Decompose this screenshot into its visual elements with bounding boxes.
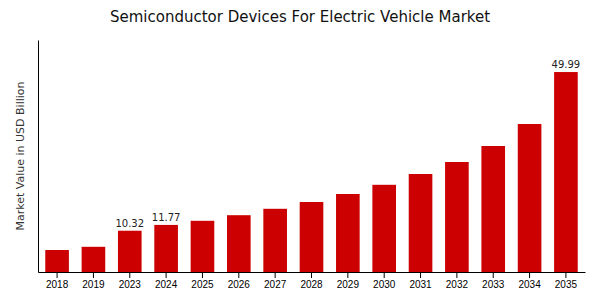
x-tick-label: 2027 [264, 279, 287, 290]
bar [409, 174, 433, 272]
x-tick: 2028 [300, 272, 323, 290]
bar [263, 209, 287, 272]
annotation: 49.99 [552, 59, 581, 70]
x-tick-label: 2026 [228, 279, 251, 290]
x-tick-mark [565, 272, 566, 278]
x-tick-label: 2034 [518, 279, 541, 290]
x-tick-label: 2019 [82, 279, 105, 290]
y-axis-line [38, 41, 39, 273]
bar [336, 194, 360, 272]
x-tick: 2026 [228, 272, 251, 290]
x-tick: 2031 [409, 272, 432, 290]
x-tick-mark [93, 272, 94, 278]
x-tick-label: 2029 [337, 279, 360, 290]
x-tick-mark [166, 272, 167, 278]
x-tick: 2019 [82, 272, 105, 290]
x-tick: 2024 [155, 272, 178, 290]
x-tick: 2027 [264, 272, 287, 290]
bar [154, 225, 178, 272]
x-tick-label: 2023 [119, 279, 142, 290]
x-tick-label: 2030 [373, 279, 396, 290]
bar [554, 72, 578, 272]
x-tick: 2018 [46, 272, 69, 290]
x-tick-mark [347, 272, 348, 278]
x-tick-mark [238, 272, 239, 278]
x-tick-mark [384, 272, 385, 278]
x-tick-mark [493, 272, 494, 278]
x-tick-mark [456, 272, 457, 278]
chart-title: Semiconductor Devices For Electric Vehic… [110, 8, 490, 26]
x-tick-mark [275, 272, 276, 278]
bar [300, 202, 324, 272]
x-tick: 2033 [482, 272, 505, 290]
x-tick-label: 2035 [555, 279, 578, 290]
bar [45, 250, 69, 272]
plot: 2018 2019 2023 2024 2025 2026 2027 2028 2029 2030… [39, 41, 586, 291]
x-tick-label: 2018 [46, 279, 69, 290]
x-tick-mark [57, 272, 58, 278]
x-tick: 2034 [518, 272, 541, 290]
annotation: 10.32 [115, 218, 144, 229]
x-tick-mark [311, 272, 312, 278]
x-tick-mark [420, 272, 421, 278]
bar [118, 231, 142, 272]
x-tick: 2032 [446, 272, 469, 290]
bars [45, 72, 577, 272]
bar [191, 221, 215, 272]
y-axis-title: Market Value in USD Billion [14, 81, 27, 230]
bar [445, 162, 469, 272]
x-tick-mark [529, 272, 530, 278]
bar [82, 247, 106, 272]
annotations: 10.32 11.77 49.99 [115, 59, 580, 229]
x-tick-label: 2024 [155, 279, 178, 290]
x-tick-mark [129, 272, 130, 278]
x-tick-label: 2028 [300, 279, 323, 290]
y-axis [38, 41, 39, 273]
chart: 2018 2019 2023 2024 2025 2026 2027 2028 2029 2030… [0, 0, 600, 300]
x-tick-label: 2031 [409, 279, 432, 290]
bar [372, 185, 396, 272]
x-tick-label: 2025 [191, 279, 214, 290]
x-tick-label: 2032 [446, 279, 469, 290]
x-tick-label: 2033 [482, 279, 505, 290]
x-tick: 2023 [119, 272, 142, 290]
bar [481, 146, 505, 272]
x-tick: 2029 [337, 272, 360, 290]
x-tick-mark [202, 272, 203, 278]
bar [227, 215, 251, 272]
x-tick: 2025 [191, 272, 214, 290]
x-tick: 2035 [555, 272, 578, 290]
x-axis: 2018 2019 2023 2024 2025 2026 2027 2028 2029 2030… [39, 272, 586, 290]
annotation: 11.77 [152, 212, 181, 223]
x-tick: 2030 [373, 272, 396, 290]
bar [518, 124, 542, 272]
